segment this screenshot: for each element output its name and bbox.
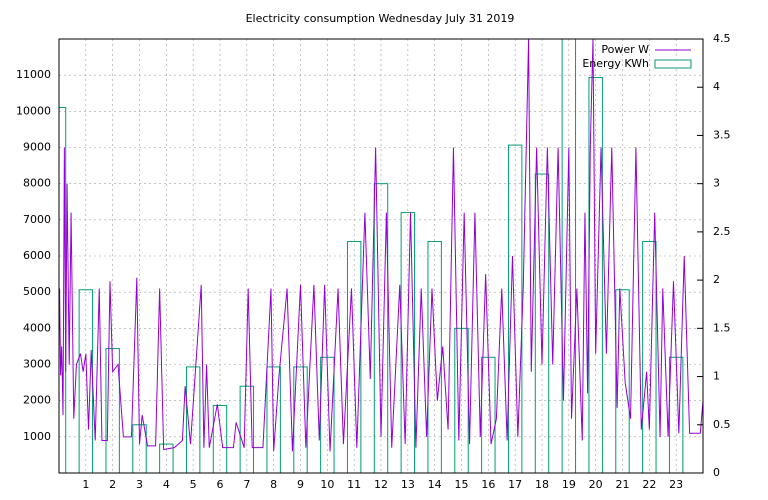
energy-box (534, 173, 550, 473)
y-tick-label: 11000 (16, 68, 51, 81)
x-tick-label: 7 (243, 478, 250, 491)
y2-tick-label: 2 (713, 273, 720, 286)
y-tick-label: 9000 (23, 141, 51, 154)
legend-swatch (654, 59, 692, 69)
x-tick-label: 2 (109, 478, 116, 491)
x-tick-label: 23 (669, 478, 683, 491)
energy-box (615, 289, 630, 473)
labels: 1 2 3 4 5 6 7 8 9 10 11 12 13 14 15 16 17 18 19 20 21 22 23100… (16, 32, 731, 491)
x-tick-label: 16 (481, 478, 495, 491)
y2-tick-label: 4 (713, 80, 720, 93)
energy-box (212, 404, 228, 473)
x-tick-label: 14 (428, 478, 442, 491)
y2-tick-label: 3.5 (713, 128, 731, 141)
y2-tick-label: 0 (713, 466, 720, 479)
y2-tick-label: 2.5 (713, 225, 731, 238)
legend-label: Energy KWh (582, 57, 649, 70)
y2-tick-label: 1.5 (713, 321, 731, 334)
x-tick-label: 8 (270, 478, 277, 491)
plot-frame (58, 38, 704, 474)
y-tick-label: 3000 (23, 358, 51, 371)
y-tick-label: 4000 (23, 321, 51, 334)
grid (59, 39, 703, 473)
x-tick-label: 17 (508, 478, 522, 491)
x-tick-label: 21 (616, 478, 630, 491)
x-tick-label: 11 (347, 478, 361, 491)
y2-tick-label: 1 (713, 370, 720, 383)
x-tick-label: 10 (320, 478, 334, 491)
x-tick-label: 22 (642, 478, 656, 491)
x-tick-label: 19 (562, 478, 576, 491)
energy-box (105, 348, 120, 473)
y-tick-label: 7000 (23, 213, 51, 226)
power-line (59, 39, 703, 452)
y-tick-label: 8000 (23, 177, 51, 190)
y-tick-label: 2000 (23, 394, 51, 407)
x-tick-label: 12 (374, 478, 388, 491)
y-tick-label: 6000 (23, 249, 51, 262)
x-tick-label: 20 (589, 478, 603, 491)
x-tick-label: 13 (401, 478, 415, 491)
energy-box (239, 385, 255, 473)
y2-tick-label: 4.5 (713, 32, 731, 45)
x-tick-label: 15 (455, 478, 469, 491)
x-tick-label: 6 (217, 478, 224, 491)
y-tick-label: 10000 (16, 104, 51, 117)
chart-title: Electricity consumption Wednesday July 3… (246, 12, 515, 25)
x-tick-label: 18 (535, 478, 549, 491)
x-tick-label: 5 (190, 478, 197, 491)
y-tick-label: 5000 (23, 285, 51, 298)
x-tick-label: 1 (82, 478, 89, 491)
x-tick-label: 3 (136, 478, 143, 491)
energy-box (159, 443, 174, 473)
energy-box (373, 183, 389, 473)
y2-tick-label: 3 (713, 177, 720, 190)
energy-box (642, 241, 657, 473)
y2-tick-label: 0.5 (713, 418, 731, 431)
x-tick-label: 4 (163, 478, 170, 491)
legend-label: Power W (601, 43, 649, 56)
energy-box (400, 212, 416, 473)
y-tick-label: 1000 (23, 430, 51, 443)
x-tick-label: 9 (297, 478, 304, 491)
plot-area (59, 39, 703, 473)
